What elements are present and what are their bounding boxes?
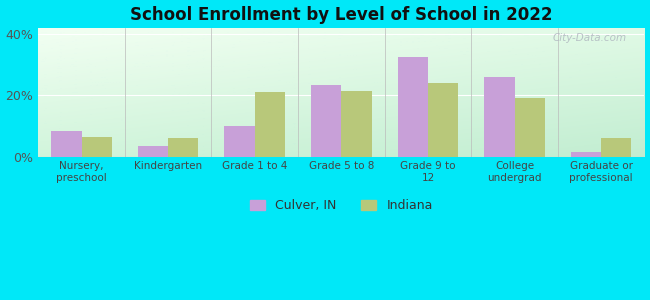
Legend: Culver, IN, Indiana: Culver, IN, Indiana [245,194,437,217]
Title: School Enrollment by Level of School in 2022: School Enrollment by Level of School in … [130,6,552,24]
Bar [168,138,198,157]
Bar [255,92,285,157]
Bar [428,83,458,157]
Bar [82,137,112,157]
Bar [398,57,428,157]
Bar [51,130,82,157]
Bar [224,126,255,157]
Bar [311,85,341,157]
Bar [571,152,601,157]
Bar [138,146,168,157]
Bar [601,138,631,157]
Bar [484,77,515,157]
Bar [341,91,372,157]
Bar [515,98,545,157]
Text: City-Data.com: City-Data.com [552,33,626,43]
